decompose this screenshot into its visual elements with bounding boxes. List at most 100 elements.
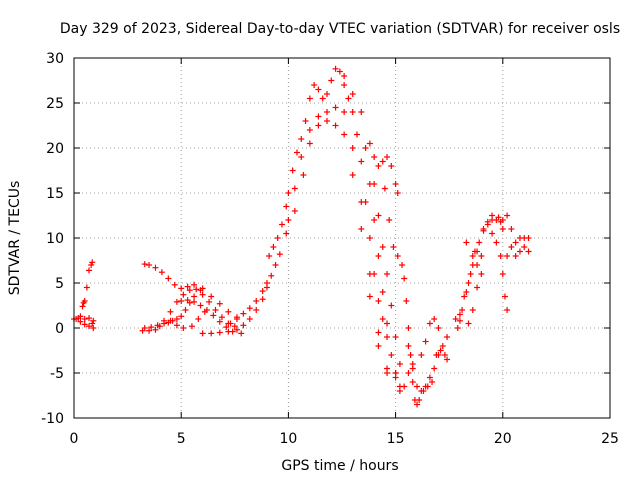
x-tick-label: 5: [177, 431, 186, 447]
data-point: [366, 235, 373, 241]
data-point: [289, 167, 296, 174]
data-point: [165, 275, 172, 282]
data-point: [396, 361, 403, 367]
data-point: [512, 239, 519, 246]
data-point: [152, 264, 159, 271]
data-point: [414, 383, 421, 390]
data-point: [396, 388, 403, 394]
data-point: [358, 109, 365, 115]
data-point: [218, 314, 225, 321]
data-point: [512, 253, 519, 259]
data-point: [210, 312, 217, 319]
data-point: [521, 244, 528, 250]
data-point: [418, 352, 425, 358]
data-point: [495, 214, 502, 221]
data-point: [422, 338, 429, 345]
data-point: [341, 131, 348, 138]
data-point: [362, 145, 369, 151]
data-point: [186, 287, 193, 294]
data-point: [323, 118, 330, 124]
data-point: [141, 261, 148, 268]
y-tick-label: 10: [46, 231, 64, 247]
data-point: [375, 212, 382, 219]
data-point: [199, 291, 206, 298]
x-tick-label: 25: [601, 431, 619, 447]
data-point: [349, 91, 356, 97]
data-point: [480, 227, 487, 234]
data-point: [379, 158, 386, 165]
data-point: [233, 326, 240, 333]
data-point: [489, 212, 496, 219]
data-point: [315, 122, 322, 129]
data-point: [429, 379, 436, 385]
data-point: [191, 281, 198, 288]
data-point: [384, 334, 391, 340]
data-point: [158, 269, 165, 276]
data-point: [180, 291, 187, 298]
data-point: [384, 320, 391, 327]
data-point: [253, 298, 260, 304]
data-point: [386, 217, 393, 223]
data-point: [161, 317, 168, 324]
data-point: [182, 307, 189, 313]
data-point: [188, 323, 195, 330]
data-point: [306, 140, 313, 147]
data-point: [240, 310, 247, 317]
data-point: [516, 248, 523, 255]
data-point: [379, 244, 386, 250]
data-point: [431, 316, 438, 322]
data-point: [246, 305, 253, 312]
data-point: [178, 298, 185, 304]
data-point: [227, 320, 234, 327]
data-point: [253, 307, 260, 313]
data-point: [90, 325, 97, 331]
data-point: [392, 370, 399, 376]
data-point: [435, 325, 442, 331]
data-point: [291, 208, 298, 214]
data-point: [208, 293, 215, 300]
data-point: [405, 325, 412, 331]
x-tick-label: 20: [494, 431, 512, 447]
data-point: [154, 322, 161, 329]
data-point: [77, 313, 84, 320]
data-point: [416, 397, 423, 403]
data-point: [401, 275, 408, 282]
y-tick-label: 15: [46, 186, 64, 202]
data-point: [461, 293, 468, 300]
data-point: [354, 131, 361, 138]
data-point: [379, 316, 386, 322]
data-point: [90, 317, 97, 324]
data-point: [302, 118, 309, 124]
data-point: [193, 286, 200, 293]
data-point: [463, 239, 470, 246]
data-point: [173, 316, 180, 322]
data-point: [349, 109, 356, 115]
data-point: [341, 109, 348, 115]
data-point: [306, 95, 313, 102]
data-point: [474, 284, 481, 291]
data-point: [86, 315, 93, 322]
data-point: [394, 253, 401, 259]
data-point: [469, 307, 476, 313]
y-tick-label: -10: [41, 411, 64, 427]
data-point: [414, 401, 421, 408]
data-point: [349, 172, 356, 178]
data-point: [88, 262, 95, 268]
data-point: [216, 318, 223, 325]
data-point: [246, 316, 253, 322]
data-point: [89, 259, 96, 266]
data-point: [499, 217, 506, 223]
data-point: [358, 199, 365, 205]
data-point: [208, 330, 215, 337]
data-point: [285, 190, 292, 196]
data-point: [201, 308, 208, 315]
data-point: [178, 313, 185, 320]
data-point: [191, 293, 198, 300]
data-point: [401, 383, 408, 390]
data-point: [394, 190, 401, 196]
data-point: [433, 352, 440, 358]
data-points: [71, 65, 532, 408]
data-point: [195, 316, 202, 322]
data-point: [83, 284, 90, 291]
data-point: [504, 253, 511, 259]
